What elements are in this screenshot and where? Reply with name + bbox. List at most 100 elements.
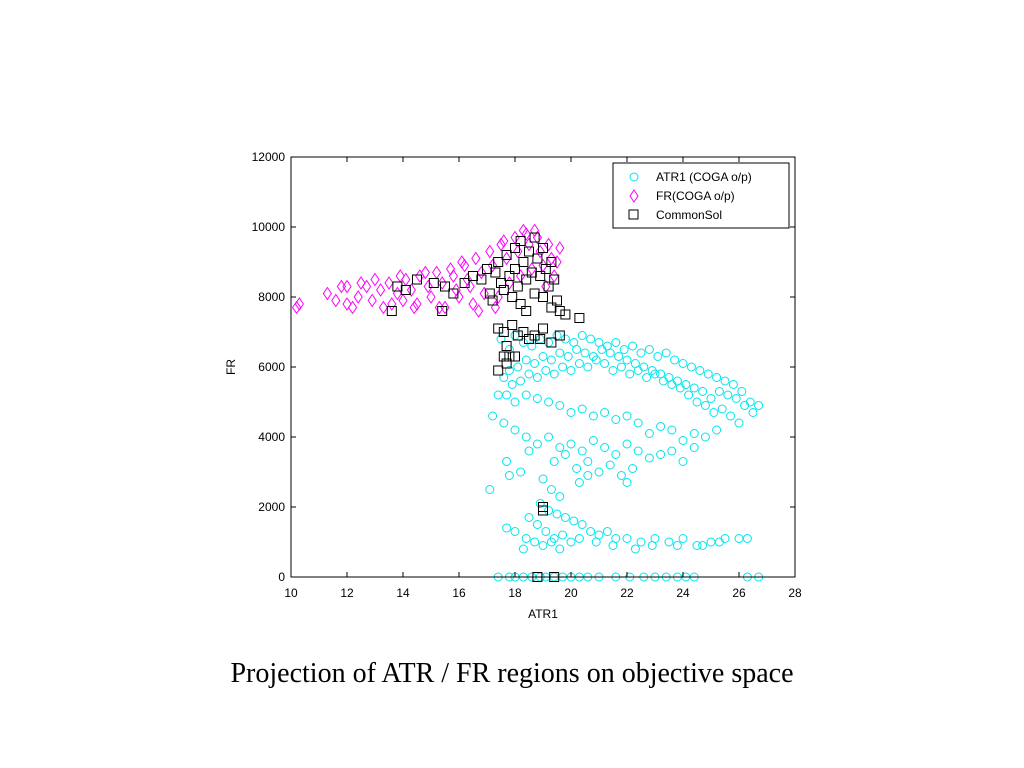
data-point xyxy=(445,262,456,276)
data-point xyxy=(692,541,702,550)
data-point xyxy=(530,537,540,547)
data-point xyxy=(616,471,626,480)
series-2 xyxy=(386,232,585,582)
data-point xyxy=(527,341,537,351)
data-point xyxy=(611,415,621,424)
data-point xyxy=(622,411,632,421)
data-point xyxy=(524,446,534,456)
data-point xyxy=(644,429,654,438)
data-point xyxy=(664,537,674,547)
data-point xyxy=(555,348,565,358)
data-point xyxy=(689,429,699,438)
data-point xyxy=(566,439,576,449)
data-point xyxy=(656,422,666,431)
data-point xyxy=(473,304,484,318)
data-point xyxy=(530,359,540,368)
y-tick-label: 10000 xyxy=(252,220,286,234)
data-point xyxy=(605,460,615,470)
data-point xyxy=(554,306,565,316)
data-point xyxy=(572,345,582,354)
data-point xyxy=(549,457,559,466)
data-point xyxy=(608,366,618,375)
data-point xyxy=(507,380,517,389)
data-point xyxy=(574,534,584,543)
data-point xyxy=(586,334,596,344)
data-point xyxy=(552,509,562,519)
data-point xyxy=(588,411,598,421)
data-point xyxy=(518,257,529,267)
data-point xyxy=(731,394,741,403)
data-point xyxy=(493,257,504,267)
data-point xyxy=(692,397,702,407)
x-tick-label: 28 xyxy=(788,586,802,600)
data-point xyxy=(552,295,562,306)
data-point xyxy=(555,544,565,554)
y-axis-label: FR xyxy=(224,359,238,375)
data-point xyxy=(529,223,540,238)
data-point xyxy=(574,478,584,487)
data-point xyxy=(597,345,607,354)
x-tick-label: 12 xyxy=(340,586,354,600)
slide-caption: Projection of ATR / FR regions on object… xyxy=(230,658,794,689)
data-point xyxy=(521,432,531,442)
data-point xyxy=(535,271,546,281)
data-point xyxy=(569,516,579,526)
data-point xyxy=(706,537,716,547)
data-point xyxy=(577,404,587,414)
data-point xyxy=(504,271,515,281)
data-point xyxy=(616,362,626,372)
data-point xyxy=(412,297,422,311)
data-point xyxy=(521,306,532,316)
data-point xyxy=(423,279,433,294)
data-point xyxy=(712,425,722,435)
data-point xyxy=(591,537,601,547)
data-point xyxy=(496,334,506,344)
data-point xyxy=(675,383,685,393)
data-point xyxy=(642,373,652,382)
data-point xyxy=(560,513,570,522)
data-point xyxy=(518,327,529,337)
data-point xyxy=(401,272,411,287)
data-point xyxy=(437,306,448,316)
plot-points xyxy=(291,223,764,582)
x-tick-label: 22 xyxy=(620,586,634,600)
data-point xyxy=(459,278,470,288)
data-point xyxy=(521,355,531,365)
data-point xyxy=(412,274,422,285)
data-point xyxy=(538,258,548,273)
data-point xyxy=(496,278,506,288)
data-point xyxy=(546,337,557,348)
data-point xyxy=(686,362,696,372)
data-point xyxy=(501,251,512,266)
data-point xyxy=(501,341,512,351)
data-point xyxy=(507,320,518,330)
x-tick-label: 18 xyxy=(508,586,522,600)
x-tick-label: 14 xyxy=(396,586,410,600)
data-point xyxy=(667,380,677,389)
data-point xyxy=(628,341,638,351)
data-point xyxy=(375,283,386,297)
data-point xyxy=(544,432,554,442)
data-point xyxy=(498,327,509,337)
data-point xyxy=(552,255,562,269)
axis-ticks: 10 12 14 16 18 20 22 24 26 28 0 2000 4000 6000 8000 100… xyxy=(252,150,802,600)
data-point xyxy=(484,288,495,299)
data-point xyxy=(600,408,610,417)
data-point xyxy=(510,264,520,274)
data-point xyxy=(471,251,481,266)
data-point xyxy=(532,253,543,264)
data-point xyxy=(538,352,548,361)
data-point xyxy=(544,506,554,515)
data-point xyxy=(611,338,621,347)
data-point xyxy=(636,348,646,358)
data-point xyxy=(698,387,708,396)
data-point xyxy=(468,297,478,311)
data-point xyxy=(510,230,520,245)
data-point xyxy=(512,330,523,341)
data-point xyxy=(647,541,657,550)
data-point xyxy=(672,541,682,550)
data-point xyxy=(493,390,503,400)
data-point xyxy=(420,265,431,280)
data-point xyxy=(482,264,492,274)
